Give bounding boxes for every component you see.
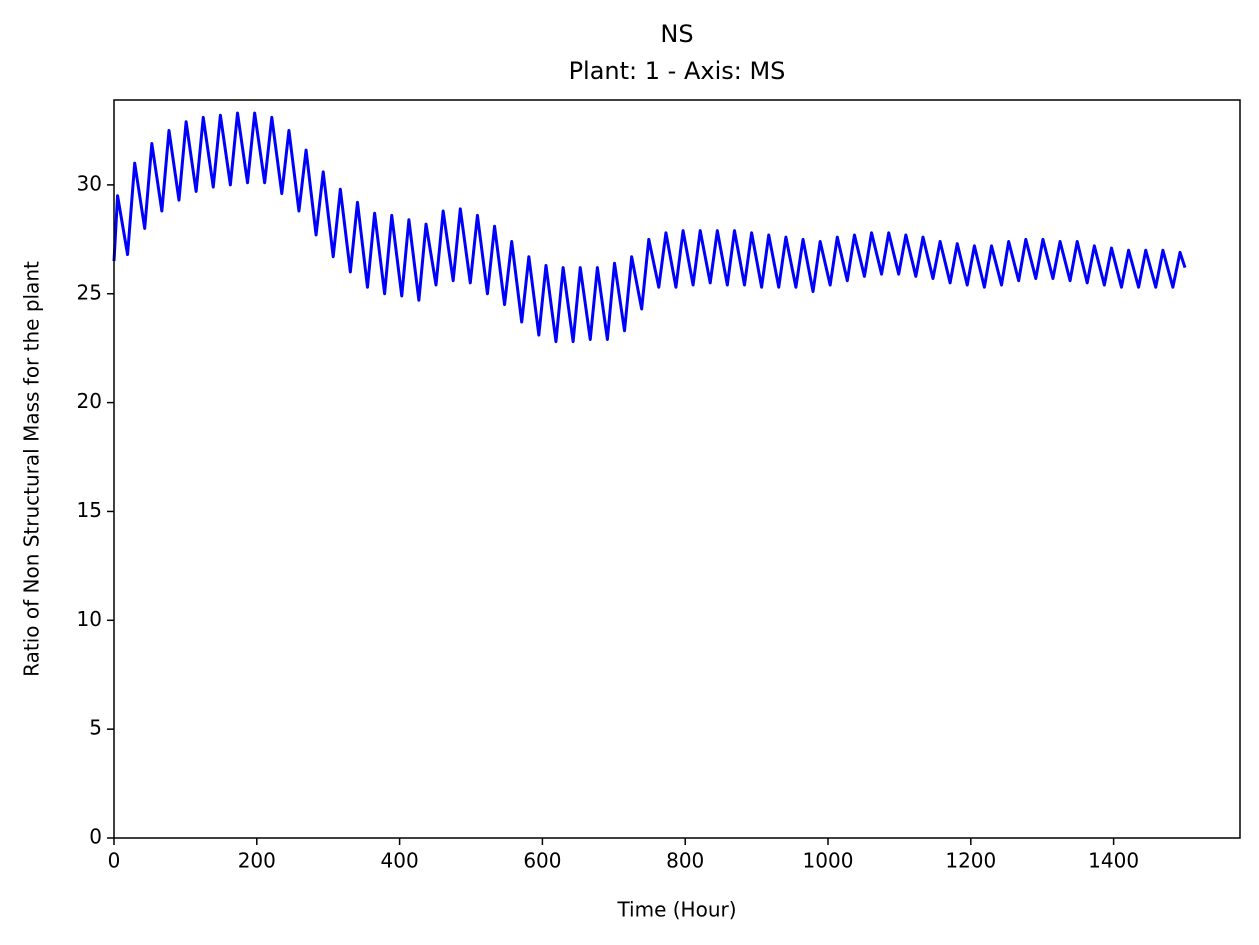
y-tick-label: 15 — [77, 498, 102, 522]
x-tick-label: 1200 — [945, 849, 996, 873]
y-tick-label: 30 — [77, 171, 102, 195]
x-tick-label: 800 — [666, 849, 704, 873]
y-tick-label: 20 — [77, 389, 102, 413]
y-tick-label: 10 — [77, 607, 102, 631]
y-tick-label: 0 — [89, 825, 102, 849]
x-tick-label: 400 — [381, 849, 419, 873]
x-axis-label: Time (Hour) — [616, 898, 736, 922]
x-tick-label: 200 — [238, 849, 276, 873]
y-axis-label: Ratio of Non Structural Mass for the pla… — [20, 261, 44, 677]
y-tick-label: 25 — [77, 280, 102, 304]
x-tick-label: 1000 — [803, 849, 854, 873]
plot-frame — [113, 99, 1241, 839]
x-tick-label: 1400 — [1088, 849, 1139, 873]
y-tick-label: 5 — [89, 716, 102, 740]
data-line — [112, 111, 1187, 344]
chart-subtitle: Plant: 1 - Axis: MS — [569, 57, 786, 85]
chart-title: NS — [660, 20, 693, 48]
x-tick-label: 0 — [108, 849, 121, 873]
x-tick-label: 600 — [523, 849, 561, 873]
